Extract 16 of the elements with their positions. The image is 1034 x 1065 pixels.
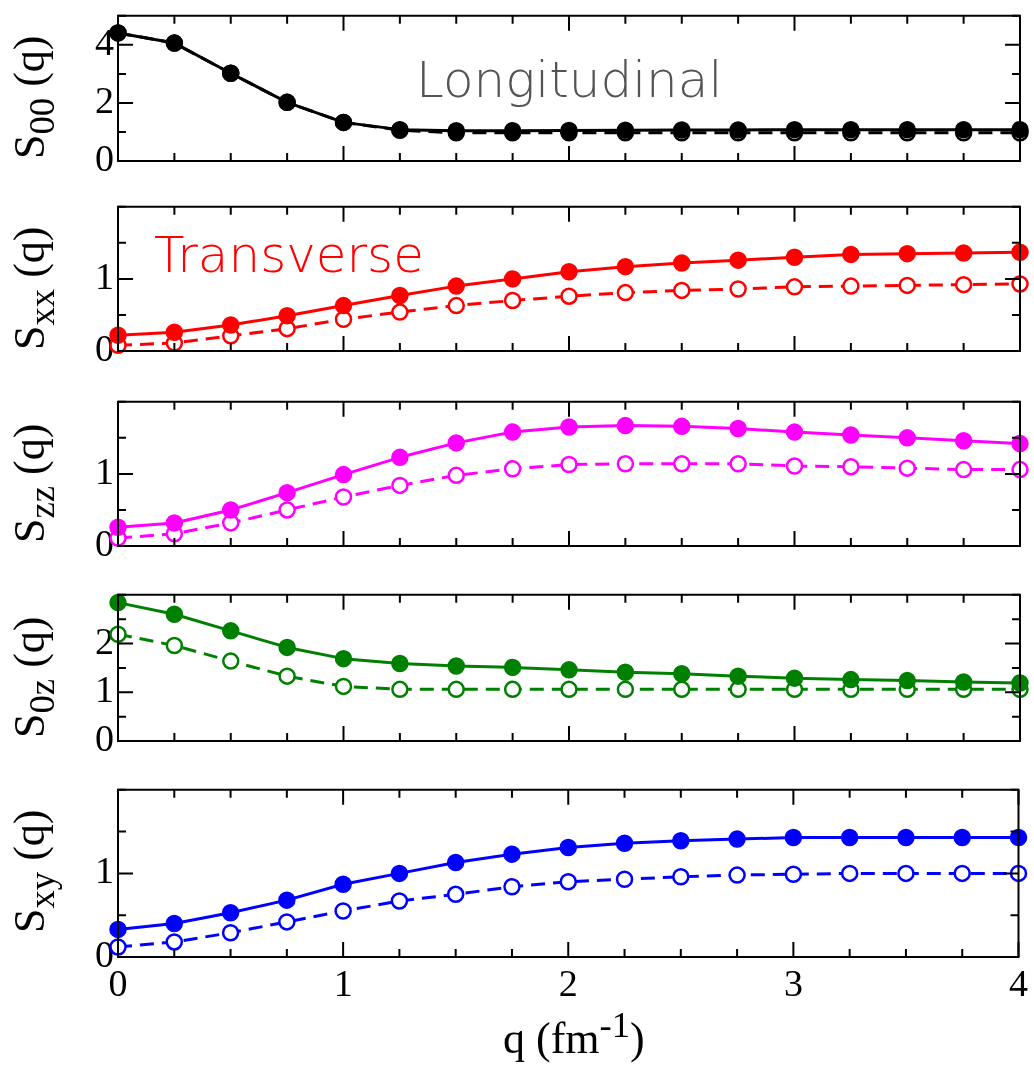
x-tick-label: 4 — [1009, 961, 1028, 1004]
y-tick-label: 0 — [95, 716, 114, 759]
annotation: Transverse — [154, 226, 424, 284]
x-tick-label: 3 — [783, 961, 803, 1004]
y-tick-label: 1 — [95, 668, 114, 711]
y-tick-label: 0 — [95, 136, 114, 179]
y-tick-label: 1 — [95, 849, 114, 892]
x-axis-title: q (fm$^{-1}$) — [503, 1004, 645, 1063]
x-tick-label: 2 — [558, 961, 578, 1004]
y-tick-label: 2 — [95, 619, 114, 662]
annotation: Longitudinal — [416, 50, 723, 109]
y-tick-label: 1 — [95, 449, 114, 492]
x-tick-label: 1 — [333, 961, 353, 1004]
y-tick-label: 1 — [95, 254, 114, 297]
y-tick-label: 2 — [95, 78, 114, 121]
y-tick-label: 4 — [95, 20, 114, 63]
